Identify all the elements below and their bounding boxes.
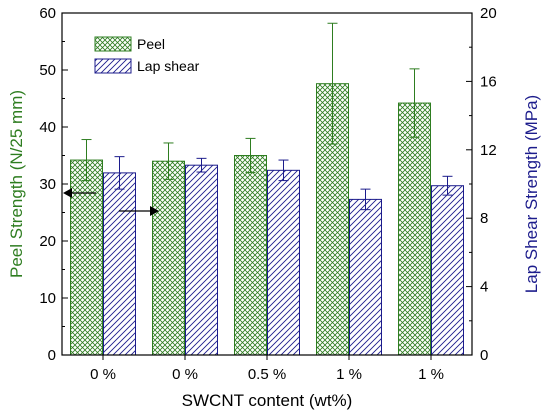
x-axis-ticks: 0 % 0 % 0.5 % 1 % 1 % bbox=[90, 355, 444, 383]
right-tick-label: 12 bbox=[480, 142, 497, 159]
right-axis-title: Lap Shear Strength (MPa) bbox=[522, 95, 541, 293]
right-tick-label: 0 bbox=[480, 347, 488, 364]
peel-bar-2 bbox=[234, 155, 267, 356]
lap-shear-bar-4 bbox=[431, 185, 464, 356]
left-arrow-head bbox=[63, 188, 72, 198]
x-tick-label: 1 % bbox=[418, 366, 444, 383]
left-axis-title: Peel Strength (N/25 mm) bbox=[7, 90, 26, 278]
lap-shear-error-bar-4 bbox=[442, 175, 453, 196]
left-tick-label: 10 bbox=[39, 290, 56, 307]
peel-error-bar-2 bbox=[245, 137, 256, 174]
x-tick-label: 0 % bbox=[90, 366, 116, 383]
axis-arrows bbox=[63, 188, 159, 216]
legend: Peel Lap shear bbox=[94, 36, 200, 74]
right-tick-label: 4 bbox=[480, 279, 488, 296]
lap-shear-error-bar-0 bbox=[114, 156, 125, 190]
left-axis-ticks: 0 10 20 30 40 50 60 bbox=[39, 5, 68, 364]
peel-error-bar-4 bbox=[409, 68, 420, 138]
legend-swatch-peel bbox=[94, 36, 132, 52]
lap-shear-error-bar-3 bbox=[360, 188, 371, 211]
legend-swatch-lap-shear bbox=[94, 58, 132, 74]
peel-error-bar-1 bbox=[163, 142, 174, 180]
lap-shear-error-bar-2 bbox=[278, 159, 289, 182]
lap-shear-bar-2 bbox=[267, 169, 300, 356]
right-axis-ticks: 0 4 8 12 16 20 bbox=[466, 5, 497, 364]
left-tick-label: 50 bbox=[39, 62, 56, 79]
right-tick-label: 20 bbox=[480, 5, 497, 22]
peel-error-bar-0 bbox=[81, 139, 92, 182]
left-tick-label: 60 bbox=[39, 5, 56, 22]
left-tick-label: 40 bbox=[39, 119, 56, 136]
x-tick-label: 1 % bbox=[336, 366, 362, 383]
x-axis-title: SWCNT content (wt%) bbox=[182, 391, 353, 410]
right-arrow-head bbox=[150, 206, 159, 216]
lap-shear-bar-3 bbox=[349, 198, 382, 356]
peel-bar-0 bbox=[70, 159, 103, 356]
legend-label-lap-shear: Lap shear bbox=[137, 58, 200, 74]
x-tick-label: 0 % bbox=[172, 366, 198, 383]
lap-shear-bar-1 bbox=[185, 164, 218, 356]
left-tick-label: 0 bbox=[48, 347, 56, 364]
peel-bar-1 bbox=[152, 160, 185, 356]
lap-shear-bar-0 bbox=[103, 172, 136, 356]
peel-bar-4 bbox=[398, 102, 431, 356]
error-bars-layer bbox=[81, 22, 453, 211]
right-tick-label: 16 bbox=[480, 73, 497, 90]
x-tick-label: 0.5 % bbox=[248, 366, 286, 383]
bars-layer bbox=[70, 83, 464, 356]
lap-shear-error-bar-1 bbox=[196, 157, 207, 173]
peel-error-bar-3 bbox=[327, 22, 338, 145]
right-tick-label: 8 bbox=[480, 210, 488, 227]
left-tick-label: 30 bbox=[39, 176, 56, 193]
legend-label-peel: Peel bbox=[137, 36, 165, 52]
left-tick-label: 20 bbox=[39, 233, 56, 250]
